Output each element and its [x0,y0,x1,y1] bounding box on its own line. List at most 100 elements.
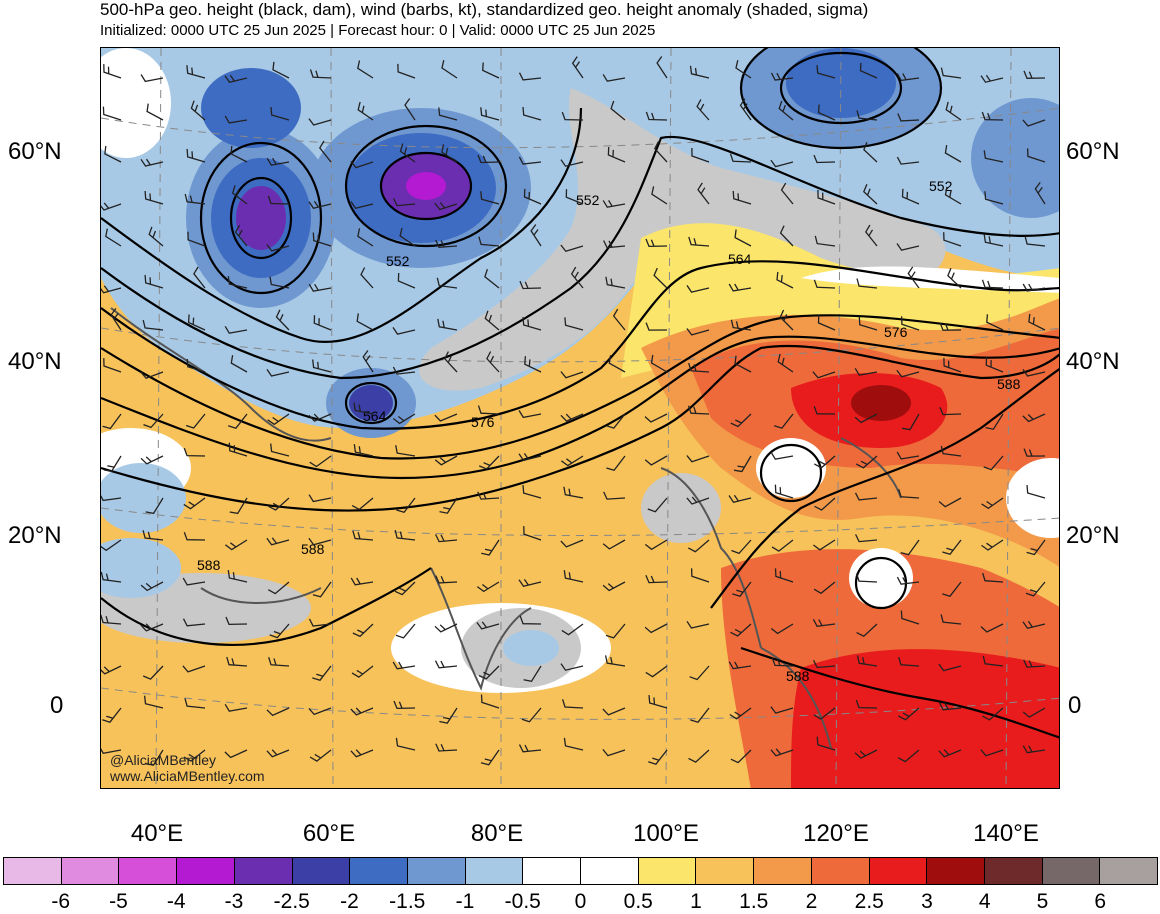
wind-barb [897,113,920,122]
wind-barb [350,749,374,758]
wind-barb [360,267,374,289]
wind-barb [101,285,122,294]
weak-anomaly-region [641,473,721,543]
wind-barb [602,539,626,550]
wind-barb [1022,283,1046,292]
wind-barb [938,702,962,711]
wind-barb [523,526,542,541]
wind-barb [521,707,542,723]
wind-barb [193,266,206,289]
wind-barb [1022,620,1046,630]
wind-barb [648,749,668,765]
wind-barb [939,322,962,331]
wind-barb [224,703,248,712]
wind-barb [356,313,374,331]
wind-barb [272,61,290,79]
wind-barb [770,748,794,757]
wind-barb [231,185,248,205]
wind-barb [865,224,878,247]
wind-barb [686,455,710,463]
wind-barb [945,101,962,121]
wind-barb [855,573,878,583]
wind-barb [224,74,248,84]
wind-barb [901,413,920,431]
wind-barb [224,115,248,124]
lat-label-right: 0 [1068,692,1082,719]
wind-barb [434,455,458,466]
wind-barb [101,202,122,211]
wind-barb [308,283,332,292]
wind-barb [101,494,122,502]
wind-barb [268,657,290,667]
wind-barb [734,355,752,373]
wind-barb [266,537,290,546]
wind-barb [357,228,374,247]
wind-barb [146,103,164,121]
wind-barb [687,405,710,415]
wind-barb [144,274,164,289]
wind-barb [563,486,584,499]
wind-barb [980,749,1004,757]
lat-label-left: 60°N [8,138,62,165]
wind-barb [392,327,416,335]
wind-barb [185,413,206,429]
wind-barb [1028,313,1046,331]
contour-label: 564 [363,408,387,424]
wind-barb [602,74,626,82]
wind-barb [392,413,416,425]
wind-barb [183,447,206,457]
wind-barb [940,445,962,457]
wind-barb [350,577,374,586]
wind-barb [518,410,542,419]
colorbar-tick-label: 0.5 [623,890,653,913]
wind-barb [856,110,878,121]
wind-barb [392,366,416,375]
wind-barb [104,145,122,163]
wind-barb [687,539,710,553]
wind-barb [312,232,332,247]
wind-barb [184,193,206,205]
colorbar-tick-label: -0.5 [504,890,541,913]
wind-barb [393,700,416,710]
wind-barb [477,405,500,415]
wind-barb [269,623,290,639]
lon-label: 120°E [803,820,869,847]
wind-barb [980,74,1004,83]
wind-barb [351,665,374,678]
lat-label-right: 40°N [1066,348,1120,375]
wind-barb [148,226,164,247]
colorbar-cell [4,858,62,884]
wind-barb [644,623,668,634]
colorbar-cell [869,858,928,884]
wind-barb [770,623,794,635]
wind-barb [771,539,794,552]
wind-barb [774,413,794,429]
wind-barb [735,60,752,79]
wind-barb [981,497,1004,510]
wind-barb [813,707,836,720]
wind-barb [650,354,668,373]
wind-barb [691,147,710,163]
wind-barb [689,65,710,79]
wind-barb [350,201,374,209]
wind-barb [608,355,626,373]
wind-barb [312,581,332,598]
neutral-anomaly-region [1006,458,1059,538]
wind-barb [518,453,542,462]
wind-barb [352,623,374,638]
wind-barb [530,224,542,247]
wind-barb [560,539,584,548]
wind-barb [645,322,668,331]
wind-barb [813,406,836,415]
wind-barb [856,278,878,289]
wind-barb [900,316,920,331]
wind-barb [686,285,710,293]
wind-barb [145,749,164,766]
wind-barb [357,60,374,79]
wind-barb [102,707,122,723]
wind-barb [434,660,458,669]
wind-barb [482,62,500,79]
wind-barb [603,491,626,500]
wind-barb [523,188,542,205]
wind-barb [900,539,920,556]
